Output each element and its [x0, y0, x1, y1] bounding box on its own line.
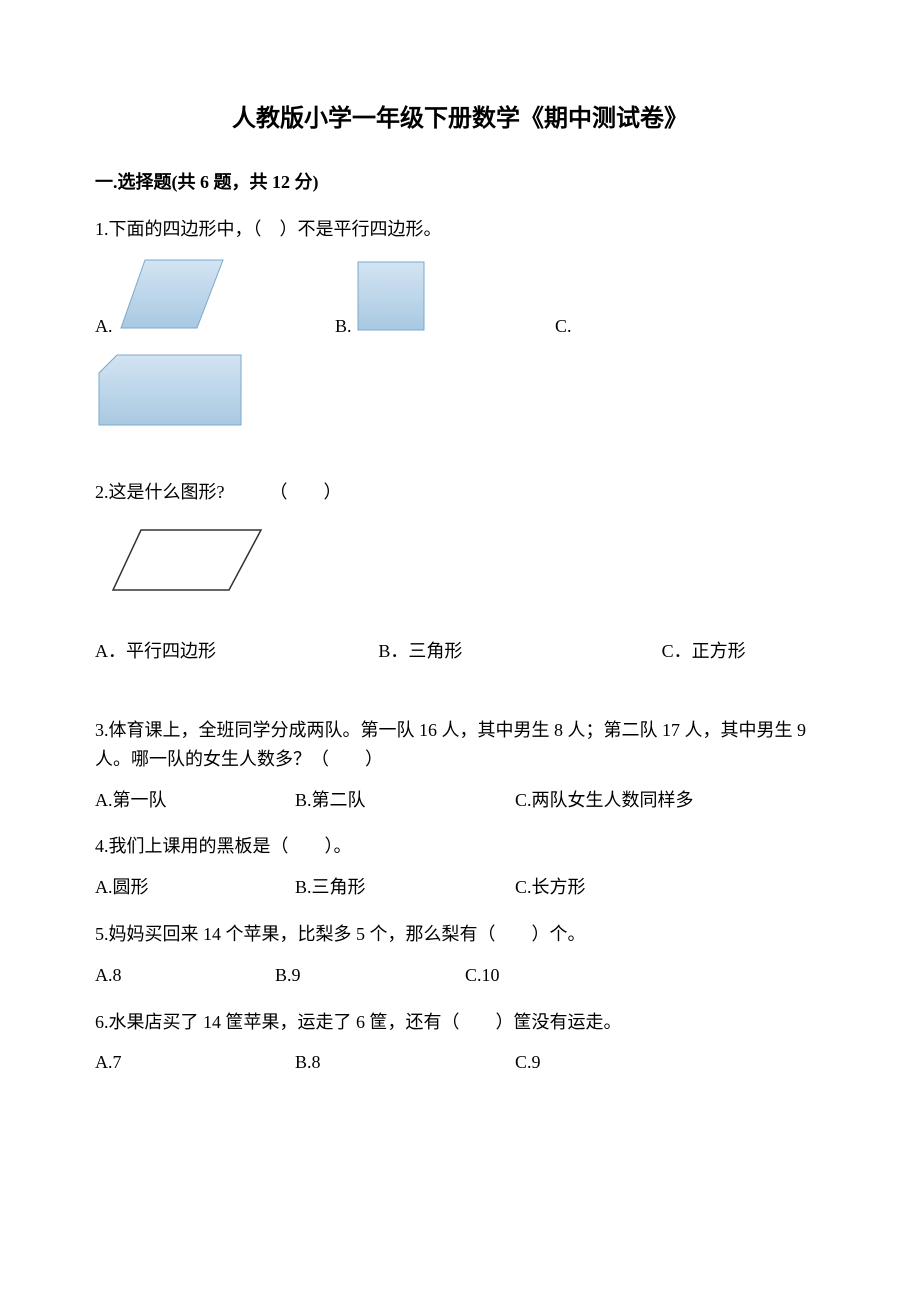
q1-option-a-label: A. [95, 312, 113, 341]
q1-option-c: C. [555, 256, 775, 341]
question-3: 3.体育课上，全班同学分成两队。第一队 16 人，其中男生 8 人；第二队 17… [95, 716, 825, 814]
section-header: 一.选择题(共 6 题，共 12 分) [95, 168, 825, 197]
q4-text: 4.我们上课用的黑板是（ ）。 [95, 832, 825, 861]
q1-option-b: B. [335, 256, 555, 341]
q3-option-a: A.第一队 [95, 786, 295, 815]
q6-option-c: C.9 [515, 1048, 825, 1077]
q1-options-row: A. B. [95, 256, 825, 341]
q3-text: 3.体育课上，全班同学分成两队。第一队 16 人，其中男生 8 人；第二队 17… [95, 716, 825, 774]
page-title: 人教版小学一年级下册数学《期中测试卷》 [95, 100, 825, 138]
q2-option-b: B．三角形 [258, 637, 541, 666]
q1-text: 1.下面的四边形中，（ ）不是平行四边形。 [95, 215, 825, 244]
q4-option-a: A.圆形 [95, 873, 295, 902]
q5-options: A.8 B.9 C.10 [95, 961, 825, 990]
q1-option-c-shape [95, 351, 825, 438]
q4-option-c: C.长方形 [515, 873, 825, 902]
q6-options: A.7 B.8 C.9 [95, 1048, 825, 1077]
q2-options: A．平行四边形 B．三角形 C．正方形 [95, 637, 825, 666]
q2-option-a: A．平行四边形 [95, 637, 258, 666]
q2-option-c: C．正方形 [542, 637, 825, 666]
q4-options: A.圆形 B.三角形 C.长方形 [95, 873, 825, 902]
question-5: 5.妈妈买回来 14 个苹果，比梨多 5 个，那么梨有（ ）个。 A.8 B.9… [95, 920, 825, 990]
square-icon [356, 260, 426, 341]
q1-option-b-label: B. [335, 312, 352, 341]
q3-option-b: B.第二队 [295, 786, 515, 815]
question-1: 1.下面的四边形中，（ ）不是平行四边形。 A. B. [95, 215, 825, 437]
q1-option-a: A. [95, 256, 335, 341]
q5-option-a: A.8 [95, 961, 275, 990]
q5-option-b: B.9 [275, 961, 465, 990]
pentagon-icon [95, 351, 245, 438]
q2-shape [107, 524, 825, 607]
q2-text: 2.这是什么图形? （ ） [95, 478, 825, 507]
question-4: 4.我们上课用的黑板是（ ）。 A.圆形 B.三角形 C.长方形 [95, 832, 825, 902]
q3-options: A.第一队 B.第二队 C.两队女生人数同样多 [95, 786, 825, 815]
q6-text: 6.水果店买了 14 筐苹果，运走了 6 筐，还有（ ）筐没有运走。 [95, 1008, 825, 1037]
parallelogram-icon [117, 256, 227, 341]
q1-option-c-label: C. [555, 312, 572, 341]
question-2: 2.这是什么图形? （ ） A．平行四边形 B．三角形 C．正方形 [95, 478, 825, 666]
q5-option-c: C.10 [465, 961, 825, 990]
question-6: 6.水果店买了 14 筐苹果，运走了 6 筐，还有（ ）筐没有运走。 A.7 B… [95, 1008, 825, 1078]
q4-option-b: B.三角形 [295, 873, 515, 902]
q5-text: 5.妈妈买回来 14 个苹果，比梨多 5 个，那么梨有（ ）个。 [95, 920, 825, 949]
q3-option-c: C.两队女生人数同样多 [515, 786, 825, 815]
q6-option-b: B.8 [295, 1048, 515, 1077]
q6-option-a: A.7 [95, 1048, 295, 1077]
parallelogram-outline-icon [107, 524, 267, 607]
